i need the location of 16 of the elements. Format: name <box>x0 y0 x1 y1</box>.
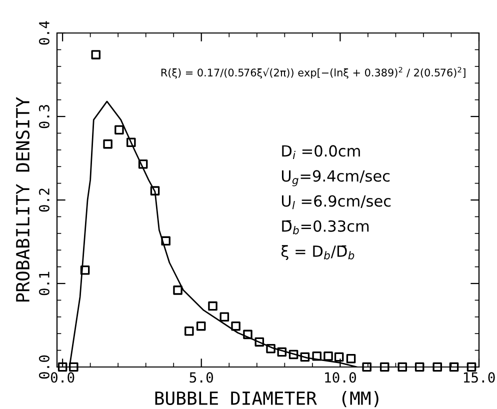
y-tick-label: 0.2 <box>38 188 50 212</box>
x-tick-label: 5.0 <box>190 372 214 383</box>
x-axis-title: BUBBLE DIAMETER (MM) <box>155 391 378 408</box>
x-tick-label: 10.0 <box>325 372 356 383</box>
y-tick-label: 0.3 <box>38 105 50 128</box>
x-tick-label: 0.0 <box>50 372 74 383</box>
annotation: R(ξ) = 0.17/(0.576ξ√(2π)) exp[−(lnξ + 0.389)$^{2}$ / 2(0.576)$^{2}$] <box>161 66 466 79</box>
annotation: U$_{l}$ =6.9cm/sec <box>282 195 391 210</box>
x-tick-label: 15.0 <box>464 372 495 383</box>
annotation: ξ = D$_{b}$/D̄$_{b}$ <box>281 245 354 260</box>
y-tick-label: 0.4 <box>38 21 50 45</box>
annotation: D$_{i}$ =0.0cm <box>282 145 360 159</box>
annotation: U$_{g}$=9.4cm/sec <box>282 170 390 186</box>
y-tick-label: 0.1 <box>38 272 50 296</box>
y-axis-title: PROBABILITY DENSITY <box>16 97 30 302</box>
annotation: D̄$_{b}$=0.33cm <box>282 220 369 234</box>
